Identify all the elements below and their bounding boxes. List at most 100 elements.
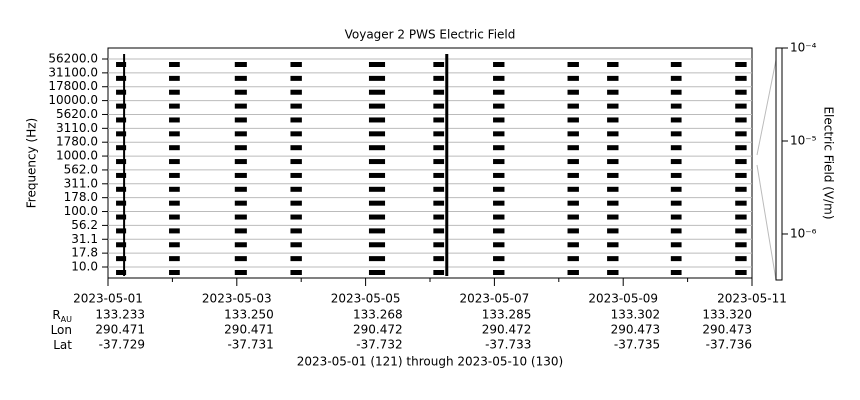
- data-block: [290, 117, 302, 123]
- data-block: [368, 103, 386, 109]
- data-block: [493, 89, 505, 95]
- data-block: [169, 172, 180, 178]
- data-block: [567, 75, 579, 81]
- data-block: [567, 270, 579, 275]
- data-block: [368, 117, 386, 123]
- y-tick-label: 311.0: [64, 176, 98, 190]
- data-block: [169, 256, 180, 262]
- data-block: [567, 214, 579, 220]
- data-block: [290, 103, 302, 109]
- y-tick-label: 56200.0: [48, 52, 98, 66]
- colorbar-connector: [756, 59, 777, 156]
- data-block: [234, 62, 247, 67]
- colorbar-tick-label: 10⁻⁶: [790, 226, 817, 240]
- data-block: [735, 89, 747, 95]
- data-block: [169, 145, 180, 151]
- data-block: [290, 242, 302, 248]
- data-block: [493, 256, 505, 262]
- data-block: [493, 159, 505, 165]
- data-block: [735, 270, 747, 275]
- y-tick-label: 17.8: [71, 246, 98, 260]
- data-block: [670, 145, 682, 151]
- data-block: [368, 62, 386, 67]
- data-block: [433, 117, 445, 123]
- data-block: [433, 214, 445, 220]
- chart-title: Voyager 2 PWS Electric Field: [345, 28, 516, 42]
- data-block: [433, 75, 445, 81]
- ephemeris-value: 133.320: [702, 308, 752, 322]
- data-block: [493, 62, 505, 67]
- data-block: [116, 256, 127, 262]
- data-block: [670, 186, 682, 192]
- data-block: [670, 256, 682, 262]
- colorbar-tick-label: 10⁻⁴: [790, 41, 817, 55]
- data-block: [116, 228, 127, 234]
- data-block: [433, 256, 445, 262]
- y-tick-label: 100.0: [64, 204, 98, 218]
- data-block: [567, 89, 579, 95]
- data-block: [116, 186, 127, 192]
- data-block: [735, 75, 747, 81]
- data-block: [567, 228, 579, 234]
- data-block: [607, 145, 619, 151]
- data-block: [368, 242, 386, 248]
- data-block: [670, 75, 682, 81]
- data-block: [735, 103, 747, 109]
- ephemeris-value: 290.472: [353, 323, 403, 337]
- ephemeris-value: 133.302: [611, 308, 661, 322]
- data-block: [368, 200, 386, 206]
- data-block: [493, 145, 505, 151]
- data-block: [169, 186, 180, 192]
- data-block: [670, 117, 682, 123]
- data-block: [368, 214, 386, 220]
- y-tick-label: 562.0: [64, 162, 98, 176]
- ephemeris-label-text: Lat: [53, 338, 72, 352]
- data-block: [433, 62, 445, 67]
- data-block: [735, 62, 747, 67]
- data-block: [567, 159, 579, 165]
- data-block: [368, 186, 386, 192]
- data-block: [290, 131, 302, 137]
- ephemeris-value: 133.250: [224, 308, 274, 322]
- x-tick-label: 2023-05-09: [588, 292, 658, 306]
- data-block: [234, 172, 247, 178]
- data-block: [493, 117, 505, 123]
- y-tick-label: 31100.0: [48, 65, 98, 79]
- ephemeris-label-subscript: AU: [61, 315, 72, 324]
- data-block: [607, 131, 619, 137]
- data-block: [607, 117, 619, 123]
- ephemeris-value: -37.736: [706, 338, 752, 352]
- data-block: [169, 62, 180, 67]
- data-block: [368, 131, 386, 137]
- data-block: [234, 159, 247, 165]
- data-block: [567, 186, 579, 192]
- data-block: [433, 145, 445, 151]
- x-tick-label: 2023-05-03: [202, 292, 272, 306]
- colorbar-tick-label: 10⁻⁵: [790, 133, 817, 147]
- data-block: [607, 242, 619, 248]
- ephemeris-value: -37.729: [99, 338, 145, 352]
- footer: 2023-05-01 (121) through 2023-05-10 (130…: [297, 355, 563, 369]
- data-block: [433, 270, 445, 275]
- data-block: [116, 117, 127, 123]
- data-block: [290, 145, 302, 151]
- colorbar-label: Electric Field (V/m): [822, 106, 836, 219]
- data-block: [116, 270, 127, 275]
- data-block: [116, 89, 127, 95]
- data-block: [234, 103, 247, 109]
- data-block: [368, 172, 386, 178]
- y-tick-label: 1780.0: [56, 135, 98, 149]
- data-block: [116, 214, 127, 220]
- y-tick-label: 3110.0: [56, 121, 98, 135]
- data-block: [735, 200, 747, 206]
- data-block: [368, 270, 386, 275]
- data-block: [169, 75, 180, 81]
- data-block: [368, 145, 386, 151]
- data-block: [234, 200, 247, 206]
- data-block: [493, 242, 505, 248]
- data-block: [607, 186, 619, 192]
- data-block: [290, 270, 302, 275]
- data-block: [735, 256, 747, 262]
- data-block: [493, 228, 505, 234]
